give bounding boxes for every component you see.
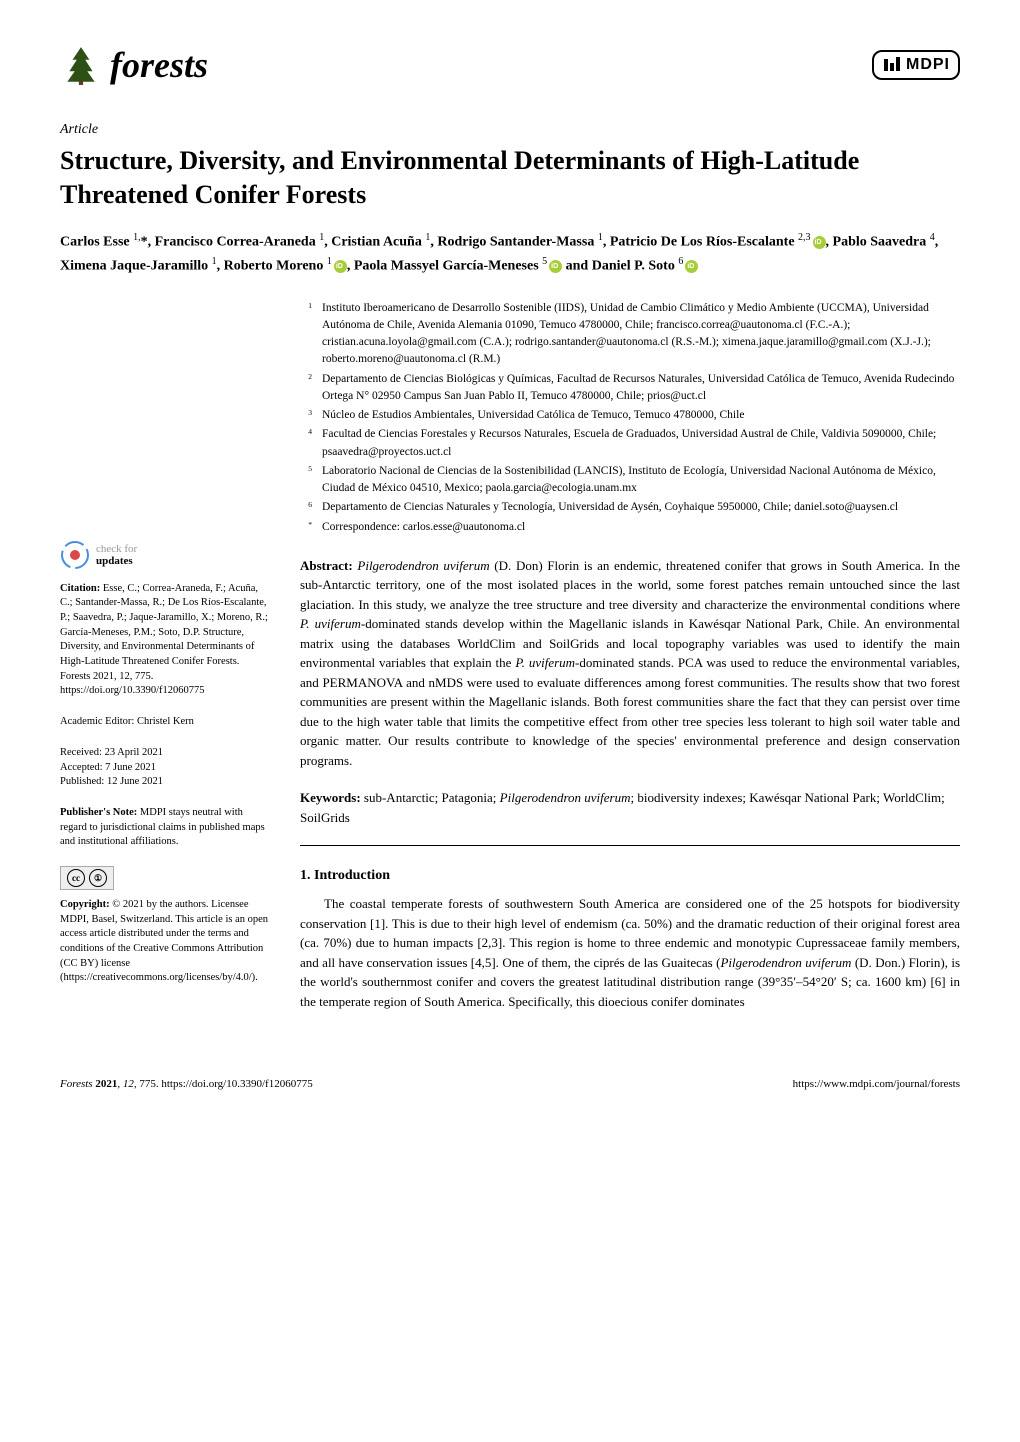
intro-body: The coastal temperate forests of southwe… <box>300 894 960 1011</box>
abstract-block: Abstract: Pilgerodendron uviferum (D. Do… <box>300 556 960 771</box>
date-accepted: Accepted: 7 June 2021 <box>60 761 270 776</box>
affiliations-list: 1Instituto Iberoamericano de Desarrollo … <box>300 300 960 536</box>
affiliation-row: 1Instituto Iberoamericano de Desarrollo … <box>300 300 960 369</box>
section-heading: 1. Introduction <box>300 866 960 886</box>
publisher-note-block: Publisher's Note: MDPI stays neutral wit… <box>60 806 270 850</box>
affiliation-row: 6Departamento de Ciencias Naturales y Te… <box>300 499 960 516</box>
citation-text: Esse, C.; Correa-Araneda, F.; Acuña, C.;… <box>60 583 268 697</box>
check-updates-icon <box>60 540 90 570</box>
copyright-block: Copyright: © 2021 by the authors. Licens… <box>60 898 270 986</box>
journal-name: forests <box>110 40 208 90</box>
editor-block: Academic Editor: Christel Kern <box>60 715 270 730</box>
check-updates-text: check for updates <box>96 543 137 567</box>
tree-icon <box>60 44 102 86</box>
footer-left: Forests 2021, 12, 775. https://doi.org/1… <box>60 1077 313 1092</box>
keywords-text: sub-Antarctic; Patagonia; Pilgerodendron… <box>300 790 945 825</box>
main-column: 1Instituto Iberoamericano de Desarrollo … <box>300 300 960 1011</box>
copyright-label: Copyright: <box>60 899 110 910</box>
journal-logo: forests <box>60 40 208 90</box>
affiliation-row: *Correspondence: carlos.esse@uautonoma.c… <box>300 519 960 536</box>
affiliation-row: 3Núcleo de Estudios Ambientales, Univers… <box>300 407 960 424</box>
mdpi-icon <box>882 55 902 75</box>
footer-right[interactable]: https://www.mdpi.com/journal/forests <box>793 1077 960 1092</box>
copyright-text: © 2021 by the authors. Licensee MDPI, Ba… <box>60 899 268 983</box>
cc-license-badge: cc ① <box>60 866 270 890</box>
citation-label: Citation: <box>60 583 100 594</box>
publisher-name: MDPI <box>906 54 950 76</box>
citation-block: Citation: Esse, C.; Correa-Araneda, F.; … <box>60 582 270 700</box>
keywords-block: Keywords: sub-Antarctic; Patagonia; Pilg… <box>300 788 960 846</box>
authors-list: Carlos Esse 1,*, Francisco Correa-Araned… <box>60 230 960 278</box>
cc-icon: cc <box>67 869 85 887</box>
date-received: Received: 23 April 2021 <box>60 746 270 761</box>
note-label: Publisher's Note: <box>60 807 137 818</box>
article-type: Article <box>60 120 960 140</box>
article-title: Structure, Diversity, and Environmental … <box>60 144 960 212</box>
affiliation-row: 5Laboratorio Nacional de Ciencias de la … <box>300 463 960 498</box>
affiliation-row: 2Departamento de Ciencias Biológicas y Q… <box>300 371 960 406</box>
by-icon: ① <box>89 869 107 887</box>
date-published: Published: 12 June 2021 <box>60 775 270 790</box>
editor-label: Academic Editor: <box>60 716 134 727</box>
content-columns: check for updates Citation: Esse, C.; Co… <box>60 300 960 1011</box>
publisher-logo: MDPI <box>872 50 960 80</box>
keywords-label: Keywords: <box>300 790 361 805</box>
sidebar: check for updates Citation: Esse, C.; Co… <box>60 300 270 1011</box>
page-footer: Forests 2021, 12, 775. https://doi.org/1… <box>60 1071 960 1092</box>
dates-block: Received: 23 April 2021 Accepted: 7 June… <box>60 746 270 790</box>
affiliation-row: 4Facultad de Ciencias Forestales y Recur… <box>300 426 960 461</box>
page-header: forests MDPI <box>60 40 960 90</box>
editor-name: Christel Kern <box>137 716 194 727</box>
check-updates-badge[interactable]: check for updates <box>60 540 270 570</box>
